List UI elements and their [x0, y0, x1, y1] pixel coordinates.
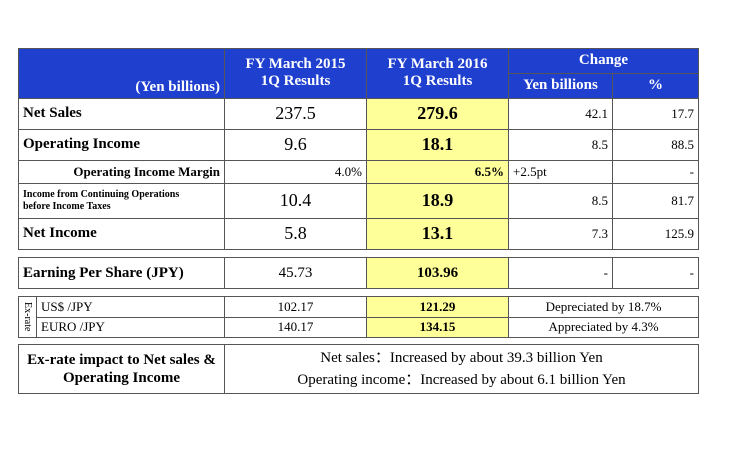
- change-pct: 17.7: [612, 97, 699, 130]
- eps-table: Earning Per Share (JPY) 45.73 103.96 - -: [18, 257, 699, 289]
- value-2016: 279.6: [366, 97, 509, 130]
- impact-label: Ex-rate impact to Net sales & Operating …: [18, 344, 225, 394]
- row-net-income: Net Income 5.8 13.1 7.3 125.9: [18, 217, 699, 251]
- yen-billions-header: Yen billions: [508, 72, 613, 99]
- change-pct: 125.9: [612, 217, 699, 251]
- exrate-2016: 134.15: [366, 316, 509, 338]
- change-yen: 8.5: [508, 128, 613, 161]
- col-2016-header: FY March 2016 1Q Results: [366, 48, 509, 99]
- change-header: Change: [508, 48, 699, 74]
- exrate-note: Depreciated by 18.7%: [508, 296, 699, 318]
- row-label: Net Sales: [18, 97, 225, 130]
- eps-change-pct: -: [612, 257, 699, 289]
- value-2016: 6.5%: [366, 159, 509, 184]
- eps-2016: 103.96: [366, 257, 509, 289]
- exrate-2016: 121.29: [366, 296, 509, 318]
- col-2016-line1: FY March 2016: [387, 56, 488, 73]
- change-yen: 7.3: [508, 217, 613, 251]
- change-yen: +2.5pt: [508, 159, 613, 184]
- value-2016: 18.9: [366, 182, 509, 219]
- row-label: Operating Income Margin: [18, 159, 225, 184]
- exrate-table: Ex-rate US$ /JPY 102.17 121.29 Depreciat…: [18, 296, 699, 338]
- row-operating-margin: Operating Income Margin 4.0% 6.5% +2.5pt…: [18, 159, 699, 184]
- row-label-line2: before Income Taxes: [23, 200, 111, 212]
- row-income-continuing: Income from Continuing Operations before…: [18, 182, 699, 219]
- row-label: Operating Income: [18, 128, 225, 161]
- yen-label-cell: (Yen billions): [18, 48, 225, 99]
- row-net-sales: Net Sales 237.5 279.6 42.1 17.7: [18, 97, 699, 130]
- row-operating-income: Operating Income 9.6 18.1 8.5 88.5: [18, 128, 699, 161]
- impact-label-line2: Operating Income: [62, 370, 181, 386]
- col-2016-line2: 1Q Results: [402, 73, 473, 90]
- value-2016: 13.1: [366, 217, 509, 251]
- exrate-row-label: US$ /JPY: [36, 296, 225, 318]
- col-2015-line2: 1Q Results: [260, 73, 331, 90]
- value-2015: 10.4: [224, 182, 367, 219]
- change-pct: 81.7: [612, 182, 699, 219]
- value-2015: 9.6: [224, 128, 367, 161]
- change-yen: 42.1: [508, 97, 613, 130]
- eps-2015: 45.73: [224, 257, 367, 289]
- impact-label-line1: Ex-rate impact to Net sales &: [27, 352, 216, 368]
- col-2015-line1: FY March 2015: [245, 56, 346, 73]
- impact-net-sales: Net sales：Increased by about 39.3 billio…: [320, 350, 603, 366]
- change-pct: 88.5: [612, 128, 699, 161]
- impact-detail: Net sales：Increased by about 39.3 billio…: [224, 344, 699, 394]
- change-yen: 8.5: [508, 182, 613, 219]
- row-label: Income from Continuing Operations before…: [18, 182, 225, 219]
- change-pct: -: [612, 159, 699, 184]
- exrate-note: Appreciated by 4.3%: [508, 316, 699, 338]
- exrate-side-label: Ex-rate: [18, 296, 37, 338]
- eps-change-yen: -: [508, 257, 613, 289]
- value-2015: 4.0%: [224, 159, 367, 184]
- exrate-2015: 102.17: [224, 296, 367, 318]
- value-2015: 5.8: [224, 217, 367, 251]
- row-label: Net Income: [18, 217, 225, 251]
- row-label-line1: Income from Continuing Operations: [23, 188, 180, 200]
- value-2015: 237.5: [224, 97, 367, 130]
- yen-label: (Yen billions): [135, 78, 220, 95]
- results-table: (Yen billions) FY March 2015 1Q Results …: [18, 48, 699, 251]
- percent-header: %: [612, 72, 699, 99]
- col-2015-header: FY March 2015 1Q Results: [224, 48, 367, 99]
- exrate-row-label: EURO /JPY: [36, 316, 225, 338]
- impact-operating-income: Operating income：Increased by about 6.1 …: [297, 372, 626, 388]
- exrate-2015: 140.17: [224, 316, 367, 338]
- impact-table: Ex-rate impact to Net sales & Operating …: [18, 344, 699, 394]
- value-2016: 18.1: [366, 128, 509, 161]
- eps-label: Earning Per Share (JPY): [18, 257, 225, 289]
